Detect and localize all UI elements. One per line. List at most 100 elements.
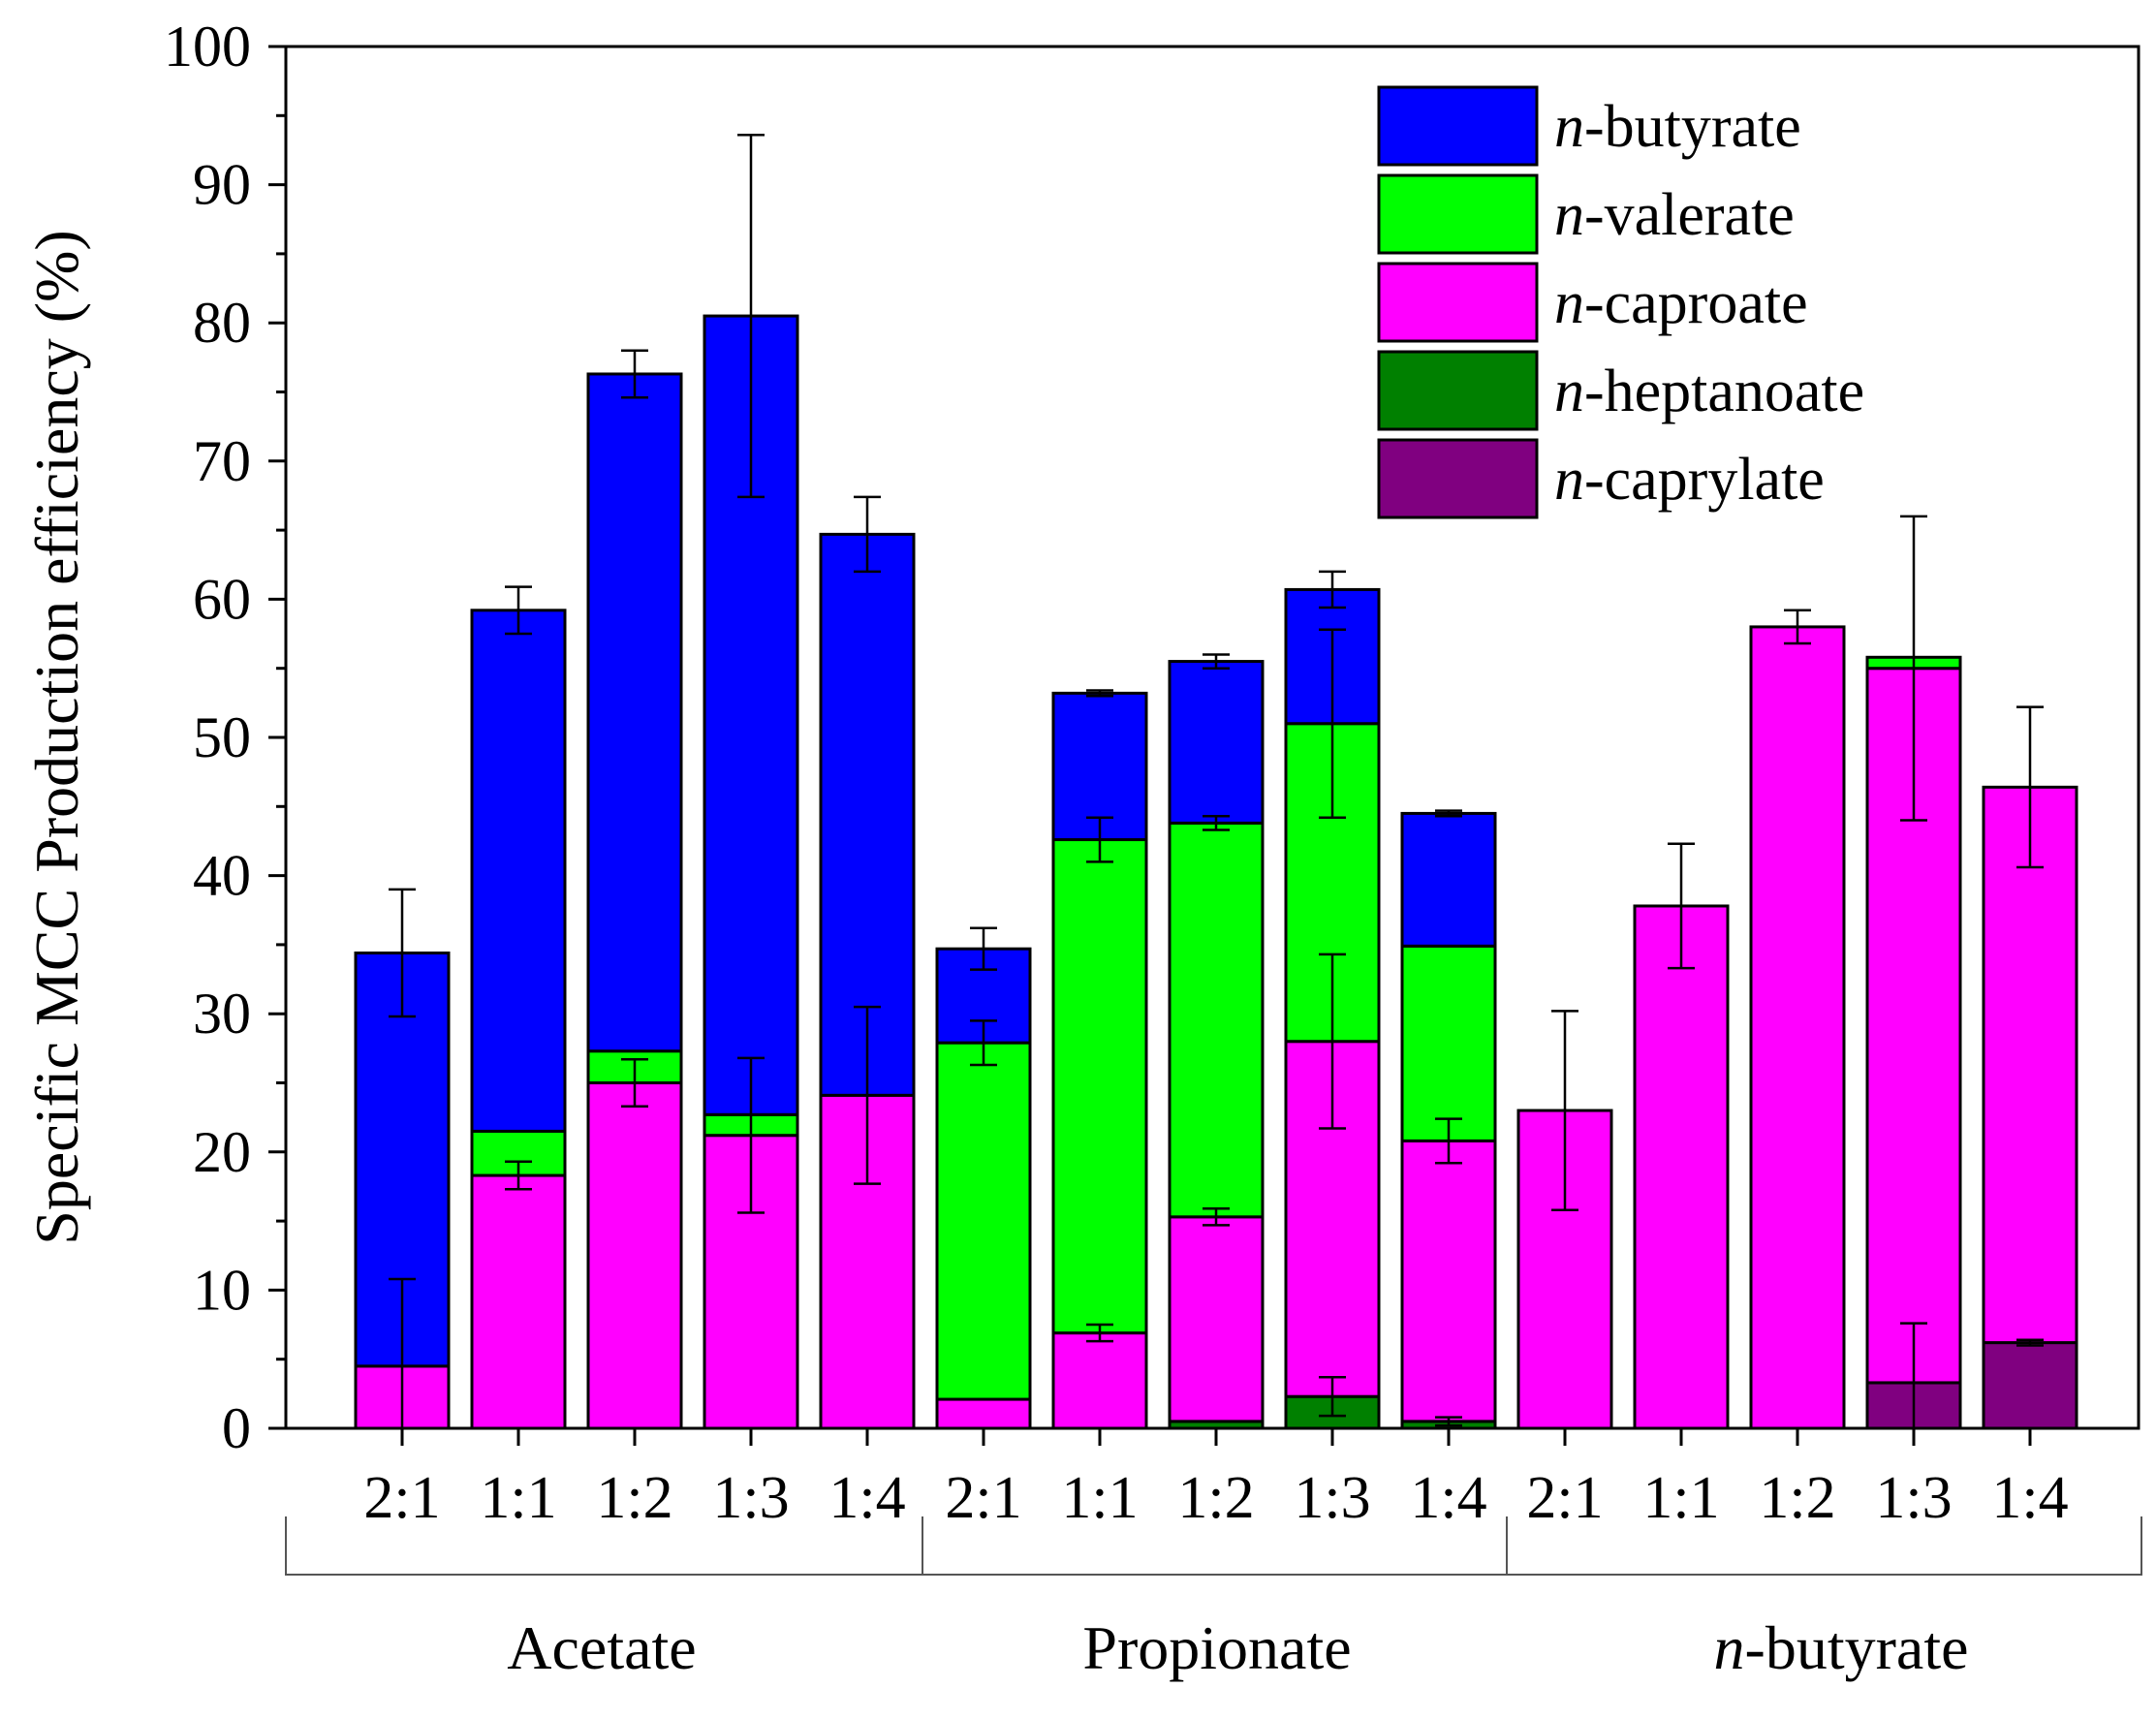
error-bar — [1086, 1323, 1113, 1343]
y-tick-label: 80 — [193, 291, 251, 355]
legend-swatch — [1377, 85, 1539, 167]
bar-segment-caproate — [1749, 625, 1846, 1430]
legend-swatch — [1377, 173, 1539, 255]
x-tick-label: 1:2 — [1759, 1465, 1835, 1531]
error-bar — [1203, 653, 1230, 670]
error-bar — [1319, 1375, 1346, 1418]
error-bar — [1435, 1416, 1462, 1427]
error-bar — [389, 888, 416, 1018]
y-tick-label: 0 — [222, 1396, 251, 1460]
error-bar — [505, 1160, 532, 1191]
legend-label: n-caproate — [1554, 270, 1808, 336]
error-bar — [1784, 609, 1811, 645]
bar-segment-caproate — [470, 1173, 567, 1430]
x-tick-label: 1:3 — [1875, 1465, 1952, 1531]
error-bar — [1319, 953, 1346, 1130]
y-axis-ticks: 0 10 20 30 40 50 60 70 80 90 100 — [164, 15, 286, 1460]
error-bar — [505, 585, 532, 636]
x-tick-label: 1:4 — [828, 1465, 905, 1531]
x-tick-label: 1:2 — [596, 1465, 672, 1531]
legend-swatch — [1377, 350, 1539, 431]
legend-item: n-butyrate — [1377, 85, 1801, 167]
x-tick-label: 1:4 — [1410, 1465, 1486, 1531]
x-tick-label: 1:3 — [1294, 1465, 1370, 1531]
bar-segment-caprylate — [1982, 1341, 2078, 1430]
error-bar — [1319, 628, 1346, 819]
x-tick-label: 1:1 — [480, 1465, 556, 1531]
group-bracket — [285, 1516, 2142, 1576]
bar-segment-caproate — [935, 1397, 1032, 1430]
bar-segment-caproate — [1633, 904, 1730, 1430]
bar-segment-butyrate — [819, 532, 916, 1097]
group-label: n-butyrate — [1714, 1613, 1969, 1682]
y-tick-label: 70 — [193, 429, 251, 493]
group-labels: Acetate Propionate n-butyrate — [285, 1516, 2142, 1682]
y-tick-label: 30 — [193, 982, 251, 1046]
legend-swatch — [1377, 438, 1539, 519]
error-bar — [1086, 689, 1113, 698]
y-tick-label: 90 — [193, 153, 251, 217]
bar-segment-butyrate — [1168, 660, 1265, 825]
group-label: Propionate — [1082, 1613, 1351, 1682]
bar-segment-valerate — [1400, 944, 1497, 1142]
x-tick-label: 1:4 — [1991, 1465, 2068, 1531]
x-tick-label: 1:1 — [1061, 1465, 1138, 1531]
error-bar — [2016, 705, 2044, 869]
legend-label: n-caprylate — [1554, 447, 1825, 513]
legend-label: n-heptanoate — [1554, 359, 1864, 424]
bar-segment-caproate — [1051, 1331, 1148, 1430]
x-tick-label: 2:1 — [945, 1465, 1021, 1531]
bar-segment-valerate — [1051, 838, 1148, 1335]
error-bar — [1435, 809, 1462, 818]
error-bar — [854, 1005, 881, 1185]
bar-segment-valerate — [935, 1041, 1032, 1401]
bars — [354, 314, 2078, 1430]
legend-label: n-butyrate — [1554, 94, 1801, 160]
error-bar — [1900, 515, 1927, 822]
bar-segment-caproate — [1400, 1139, 1497, 1423]
x-tick-label: 1:3 — [712, 1465, 789, 1531]
legend: n-butyrate n-valerate n-caproate n-heptanoa… — [1377, 85, 1864, 519]
y-tick-label: 60 — [193, 567, 251, 631]
error-bar — [854, 495, 881, 574]
error-bar — [621, 1058, 648, 1108]
error-bar — [737, 134, 765, 499]
error-bar — [1435, 1117, 1462, 1165]
error-bar — [621, 349, 648, 399]
error-bar — [737, 1056, 765, 1214]
bar-segment-butyrate — [470, 609, 567, 1133]
legend-swatch — [1377, 262, 1539, 343]
error-bar — [1086, 816, 1113, 863]
x-axis-ticks: 2:1 1:1 1:2 1:3 1:4 2:1 1:1 1:2 1:3 1:4 2:1 1:1 1:2 1… — [363, 1428, 2069, 1531]
error-bar — [1551, 1010, 1578, 1211]
y-tick-label: 40 — [193, 844, 251, 908]
y-tick-label: 20 — [193, 1120, 251, 1184]
y-tick-label: 10 — [193, 1258, 251, 1322]
error-bar — [1319, 570, 1346, 609]
y-tick-label: 100 — [164, 15, 251, 78]
x-tick-label: 2:1 — [1526, 1465, 1603, 1531]
bar-segment-butyrate — [1400, 811, 1497, 948]
x-tick-label: 1:2 — [1177, 1465, 1254, 1531]
legend-item: n-heptanoate — [1377, 350, 1864, 431]
bar-segment-caproate — [586, 1081, 683, 1430]
bar-segment-butyrate — [586, 372, 683, 1053]
x-tick-label: 2:1 — [363, 1465, 440, 1531]
legend-label: n-valerate — [1554, 182, 1795, 248]
error-bar — [2016, 1338, 2044, 1347]
error-bar — [970, 1019, 997, 1067]
error-bar — [1668, 842, 1695, 970]
group-label: Acetate — [507, 1613, 696, 1682]
legend-item: n-valerate — [1377, 173, 1795, 255]
error-bar — [1203, 815, 1230, 831]
bar-segment-caproate — [1168, 1215, 1265, 1423]
y-axis-label: Specific MCC Production efficiency (%) — [22, 230, 91, 1244]
error-bar — [970, 926, 997, 971]
y-tick-label: 50 — [193, 705, 251, 769]
error-bar — [1203, 1207, 1230, 1227]
bar-segment-caproate — [1982, 785, 2078, 1345]
legend-item: n-caprylate — [1377, 438, 1825, 519]
x-tick-label: 1:1 — [1642, 1465, 1719, 1531]
bar-segment-butyrate — [1051, 691, 1148, 842]
